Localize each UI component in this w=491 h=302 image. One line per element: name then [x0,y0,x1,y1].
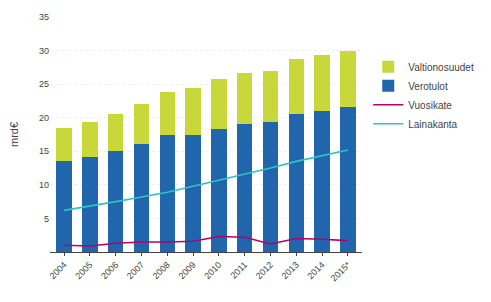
svg-text:2004: 2004 [48,260,69,281]
svg-text:25: 25 [39,79,49,89]
svg-text:2005: 2005 [73,260,94,281]
svg-text:20: 20 [39,113,49,123]
svg-text:mrd€: mrd€ [8,122,20,147]
svg-text:2006: 2006 [99,260,120,281]
svg-text:35: 35 [39,12,49,22]
svg-text:2013: 2013 [280,260,301,281]
svg-text:Vuosikate: Vuosikate [408,100,452,111]
svg-text:Verotulot: Verotulot [408,81,448,92]
svg-text:10: 10 [39,180,49,190]
svg-text:2015*: 2015* [329,259,353,283]
svg-text:2014: 2014 [305,260,326,281]
svg-text:30: 30 [39,46,49,56]
svg-text:Valtionosuudet: Valtionosuudet [408,62,474,73]
svg-text:5: 5 [44,214,49,224]
svg-text:2009: 2009 [176,260,197,281]
svg-text:2007: 2007 [125,260,146,281]
svg-text:2010: 2010 [202,260,223,281]
svg-text:15: 15 [39,146,49,156]
svg-text:2012: 2012 [254,260,275,281]
svg-text:2011: 2011 [229,260,250,281]
svg-text:Lainakanta: Lainakanta [408,119,457,130]
svg-text:2008: 2008 [151,260,172,281]
